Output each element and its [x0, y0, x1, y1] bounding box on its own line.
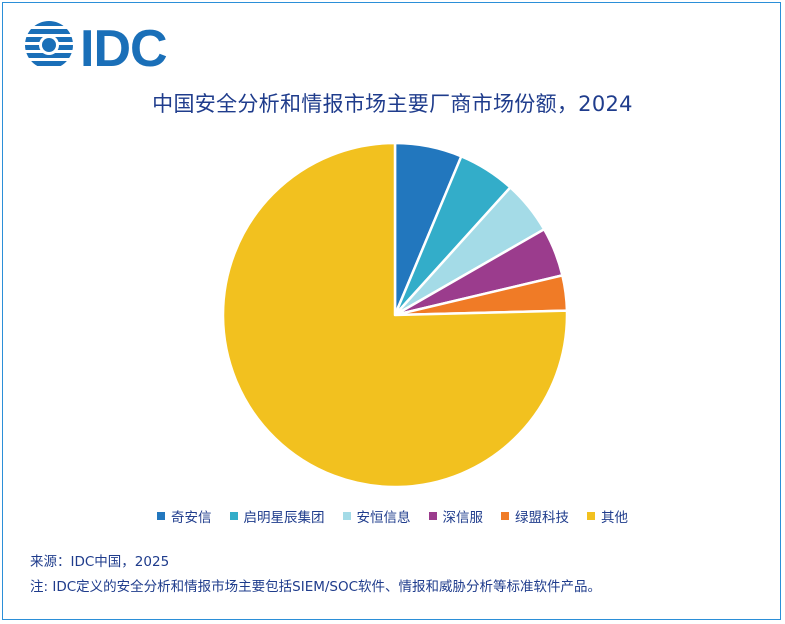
globe-icon: [25, 21, 73, 66]
legend-item-0: 奇安信: [157, 506, 212, 526]
legend-swatch-2: [342, 512, 351, 520]
legend-swatch-5: [587, 512, 595, 520]
pie-slice-5: [221, 141, 569, 489]
idc-logo: IDC: [25, 20, 168, 76]
logo-text: IDC: [80, 20, 167, 76]
legend-item-4: 绿盟科技: [501, 506, 569, 526]
legend-label-3: 深信服: [442, 510, 484, 526]
chart-legend: 奇安信 启明星辰集团 安恒信息 深信服 绿盟科技 其他: [0, 506, 785, 526]
legend-swatch-0: [157, 512, 165, 520]
legend-label-4: 绿盟科技: [515, 510, 569, 526]
chart-title: 中国安全分析和情报市场主要厂商市场份额，2024: [152, 92, 633, 116]
legend-item-2: 安恒信息: [342, 506, 411, 526]
source-note: 来源：IDC中国，2025: [30, 554, 170, 570]
legend-label-5: 其他: [601, 510, 628, 526]
legend-swatch-4: [501, 512, 509, 520]
legend-item-3: 深信服: [428, 506, 484, 526]
legend-label-1: 启明星辰集团: [243, 510, 325, 526]
legend-label-0: 奇安信: [171, 510, 212, 526]
legend-item-1: 启明星辰集团: [229, 506, 325, 526]
legend-swatch-1: [229, 512, 238, 520]
definition-note: 注: IDC定义的安全分析和情报市场主要包括SIEM/SOC软件、情报和威胁分析…: [30, 579, 602, 595]
legend-item-5: 其他: [587, 506, 628, 526]
legend-label-2: 安恒信息: [356, 510, 411, 526]
pie-chart: [221, 141, 569, 489]
legend-swatch-3: [428, 512, 437, 520]
